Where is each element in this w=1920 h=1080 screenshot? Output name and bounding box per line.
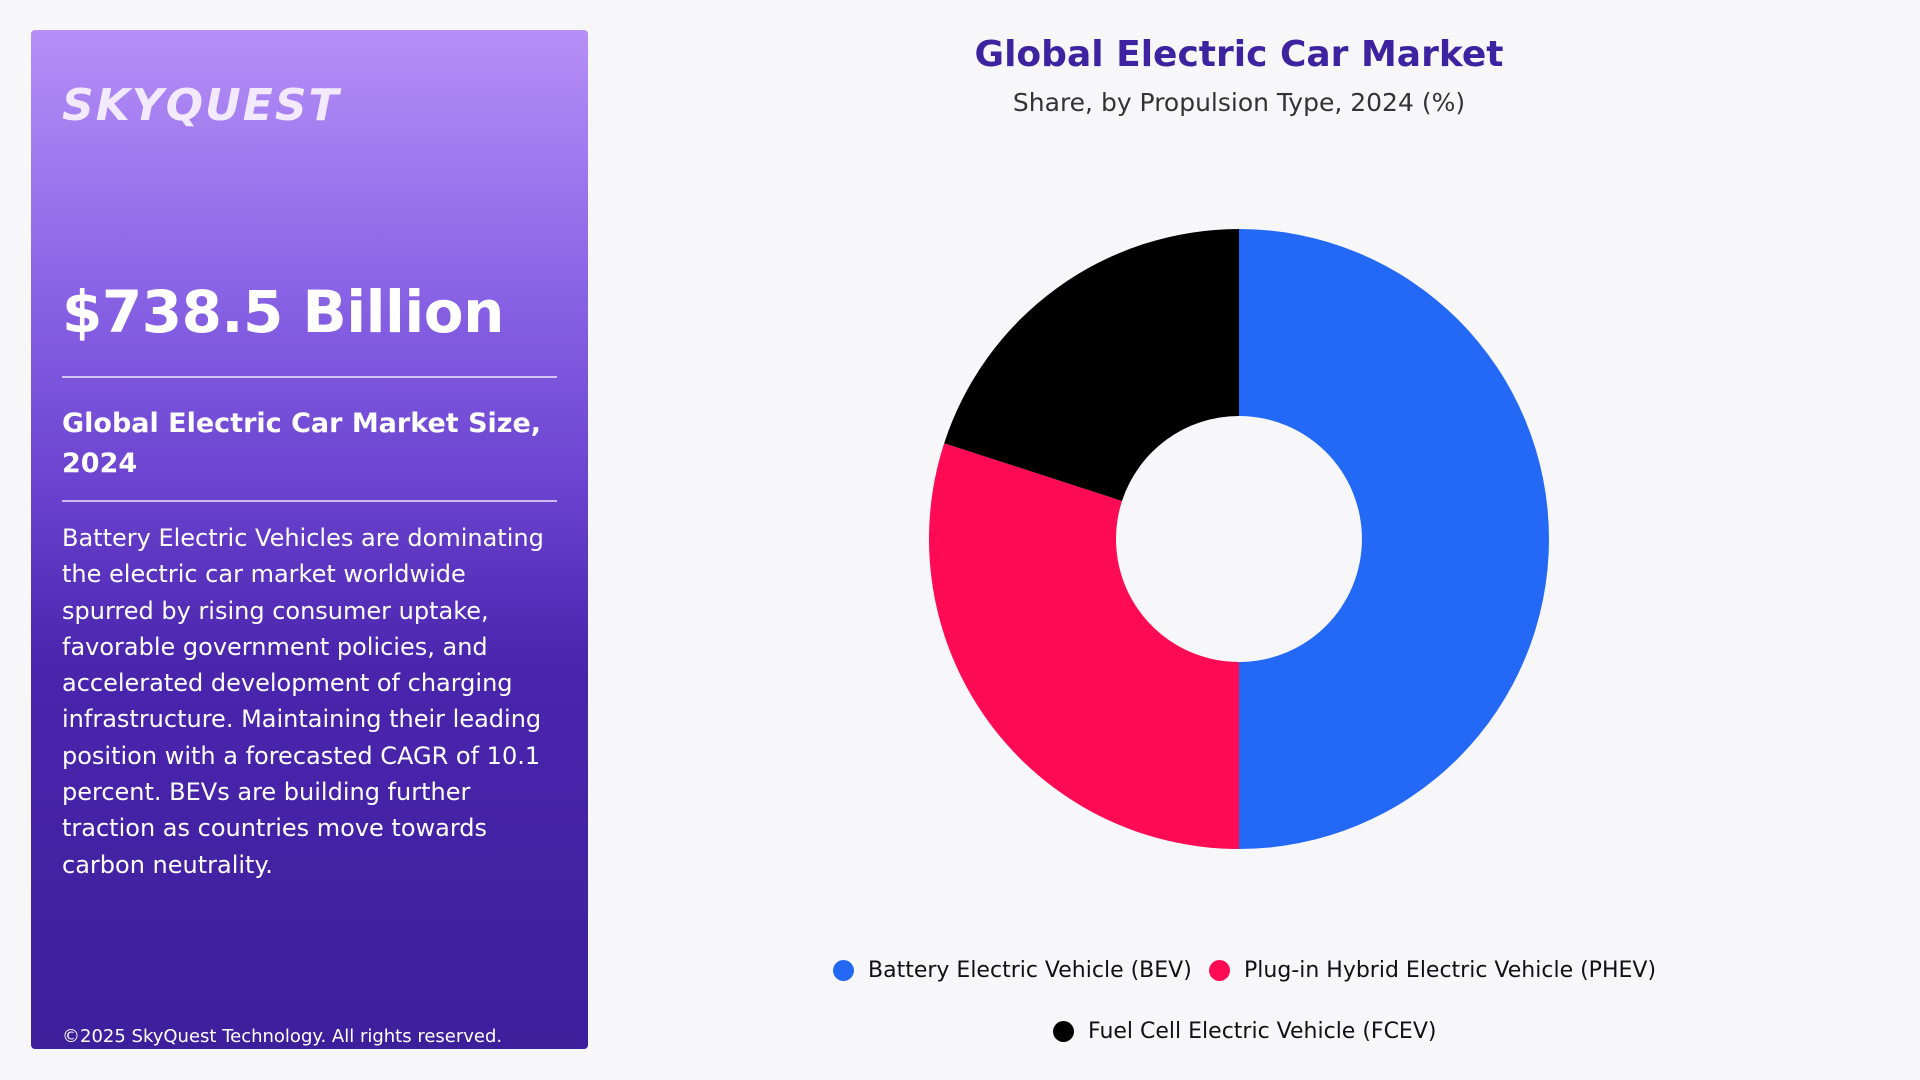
divider-bottom [62, 500, 557, 502]
market-size-label: Global Electric Car Market Size, 2024 [62, 408, 542, 479]
legend-swatch-fcev [1053, 1021, 1074, 1042]
skyquest-logo: SKYQUEST [62, 80, 341, 131]
legend-item-phev: Plug-in Hybrid Electric Vehicle (PHEV) [1209, 958, 1656, 983]
copyright-notice: ©2025 SkyQuest Technology. All rights re… [62, 1026, 503, 1047]
chart-title: Global Electric Car Market [974, 34, 1504, 75]
market-size-value: $738.5 Billion [62, 278, 504, 346]
donut-slice-bev [1239, 229, 1549, 849]
legend-label-phev: Plug-in Hybrid Electric Vehicle (PHEV) [1244, 958, 1657, 983]
legend-swatch-phev [1209, 960, 1230, 981]
legend-label-bev: Battery Electric Vehicle (BEV) [868, 958, 1192, 983]
donut-slice-phev [929, 443, 1239, 849]
legend-label-fcev: Fuel Cell Electric Vehicle (FCEV) [1088, 1019, 1437, 1044]
chart-subtitle: Share, by Propulsion Type, 2024 (%) [1012, 88, 1466, 117]
legend-item-fcev: Fuel Cell Electric Vehicle (FCEV) [1053, 1019, 1436, 1044]
legend-swatch-bev [833, 960, 854, 981]
summary-panel: SKYQUEST $738.5 Billion Global Electric … [31, 30, 588, 1049]
divider-top [62, 376, 557, 378]
donut-slice-fcev [944, 229, 1239, 501]
legend-item-bev: Battery Electric Vehicle (BEV) [833, 958, 1192, 983]
market-description: Battery Electric Vehicles are dominating… [62, 524, 544, 879]
